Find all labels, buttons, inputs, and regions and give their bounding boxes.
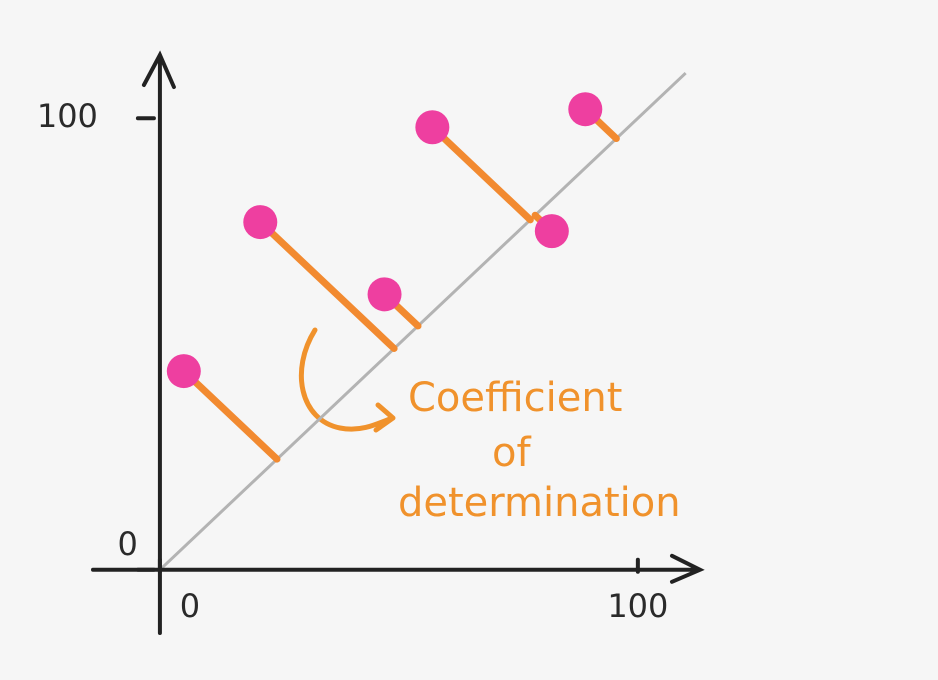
x-axis [91,553,705,584]
data-point [568,92,603,127]
residual [428,123,534,224]
annotation-line: Coefficient [408,375,622,421]
x-tick-label: 100 [607,587,668,625]
data-point [243,205,278,240]
annotation-arrow [298,327,396,433]
data-point [166,354,201,389]
data-point [534,214,569,249]
annotation-line: determination [398,480,681,526]
residual [180,367,281,463]
data-point [367,277,402,312]
y-tick-label: 0 [118,525,138,563]
annotation-line: of [492,430,531,476]
residual [256,218,398,353]
y-tick-label: 100 [37,97,98,135]
x-tick-label: 0 [180,587,200,625]
y-axis [141,50,176,635]
data-point [415,110,450,145]
trend-line [158,71,687,571]
